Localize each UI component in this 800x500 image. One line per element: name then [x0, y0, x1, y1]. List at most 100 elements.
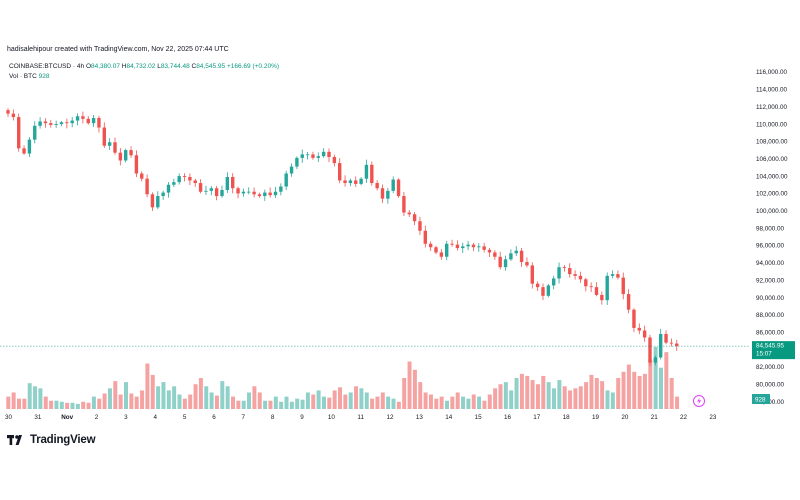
y-tick-label: 96,000.00	[756, 243, 785, 250]
candle-body	[150, 194, 155, 208]
x-tick-label: 18	[563, 414, 571, 421]
candle-body	[124, 150, 128, 161]
candle-body	[321, 151, 326, 157]
candle-body	[359, 178, 363, 184]
candle-body	[241, 191, 246, 194]
x-tick-label: 13	[416, 414, 424, 421]
close-label: C	[191, 63, 197, 70]
volume-legend: Vol · BTC 928	[9, 73, 49, 80]
candle-body	[519, 250, 524, 262]
x-tick-label: 9	[300, 414, 304, 421]
candle-body	[439, 252, 444, 257]
volume-bar	[573, 388, 578, 409]
candle-body	[557, 267, 561, 279]
volume-bar	[568, 390, 573, 409]
candle	[402, 191, 406, 216]
x-tick-label: 6	[212, 414, 216, 421]
change-value: +166.69 (+0.20%)	[226, 63, 280, 70]
x-tick-label: 12	[387, 414, 395, 421]
volume-bar	[124, 382, 128, 409]
volume-bar	[22, 398, 27, 409]
candle-body	[466, 244, 470, 247]
x-tick-label: 17	[533, 414, 541, 421]
candle-body	[573, 274, 577, 276]
volume-bar	[530, 380, 535, 409]
candle	[166, 182, 171, 198]
volume-bar	[354, 386, 359, 409]
volume-bar	[594, 378, 599, 409]
volume-bar	[466, 398, 471, 409]
candle	[268, 187, 272, 198]
candle-body	[514, 250, 518, 254]
candle-body	[562, 267, 567, 269]
volume-bar	[675, 396, 680, 409]
volume-bar	[54, 400, 59, 409]
volume-bar	[578, 386, 583, 409]
candle	[364, 159, 369, 183]
candle-body	[364, 164, 369, 179]
candle	[466, 240, 470, 251]
candle	[653, 355, 658, 366]
x-tick-label: 10	[328, 414, 336, 421]
candle	[445, 240, 449, 261]
tradingview-logo[interactable]: TradingView	[7, 434, 96, 446]
volume-bar	[503, 382, 508, 409]
candle-body	[273, 191, 278, 196]
volume-bar	[632, 371, 637, 409]
volume-bar	[33, 386, 38, 409]
candle	[659, 328, 663, 360]
candle	[75, 113, 80, 126]
symbol-name[interactable]: COINBASE:BTCUSD · 4h	[9, 63, 85, 70]
volume-bar	[129, 393, 134, 409]
candle	[311, 151, 315, 160]
candle-body	[75, 116, 80, 121]
candle-body	[450, 243, 454, 245]
candle-body	[594, 287, 599, 295]
candle-body	[616, 274, 620, 278]
volume-bar	[97, 398, 102, 409]
candle-body	[332, 157, 337, 164]
candle-body	[343, 180, 347, 184]
y-tick-label: 106,000.00	[756, 156, 788, 163]
volume-label[interactable]: Vol · BTC	[9, 73, 37, 80]
volume-bar	[477, 396, 482, 409]
volume-bar	[11, 392, 16, 409]
open-value: 84,380.07	[91, 63, 120, 70]
candle	[156, 191, 160, 210]
x-tick-label: 5	[183, 414, 187, 421]
candle-body	[428, 243, 433, 248]
candle-body	[22, 148, 26, 154]
candle	[145, 174, 149, 198]
volume-bar	[525, 375, 530, 409]
y-axis[interactable]: 116,000.00 114,000.00 112,000.00 110,000.00…	[756, 69, 788, 406]
candle-body	[220, 189, 224, 197]
countdown-text: 15:07	[756, 351, 772, 358]
volume-bar	[75, 403, 80, 409]
x-tick-label: 19	[592, 414, 600, 421]
volume-bar	[38, 388, 43, 409]
candle-body	[172, 182, 176, 185]
candle	[33, 121, 37, 144]
candle-body	[107, 142, 112, 146]
candle-body	[193, 180, 197, 184]
candle-body	[354, 180, 358, 184]
candle	[407, 209, 411, 218]
candle-body	[49, 123, 53, 125]
volume-bar	[134, 396, 139, 409]
volume-bar	[113, 381, 118, 409]
candle	[118, 148, 123, 166]
x-tick-label: Nov	[61, 414, 73, 421]
lightning-icon[interactable]	[693, 395, 705, 407]
x-tick-label: 14	[445, 414, 453, 421]
volume-bar	[166, 390, 171, 409]
candle-body	[140, 173, 144, 179]
candle	[455, 240, 460, 251]
candle-body	[434, 247, 438, 253]
candle	[578, 271, 583, 284]
volume-bar	[140, 390, 145, 409]
candle	[482, 242, 486, 253]
candle	[43, 118, 48, 128]
x-axis[interactable]: 30 31 Nov 2 3 4 5 6 7 8 9 10 11 12 13 14 15 16 17 18 19 20 21 2…	[5, 414, 717, 421]
candle	[632, 308, 636, 333]
